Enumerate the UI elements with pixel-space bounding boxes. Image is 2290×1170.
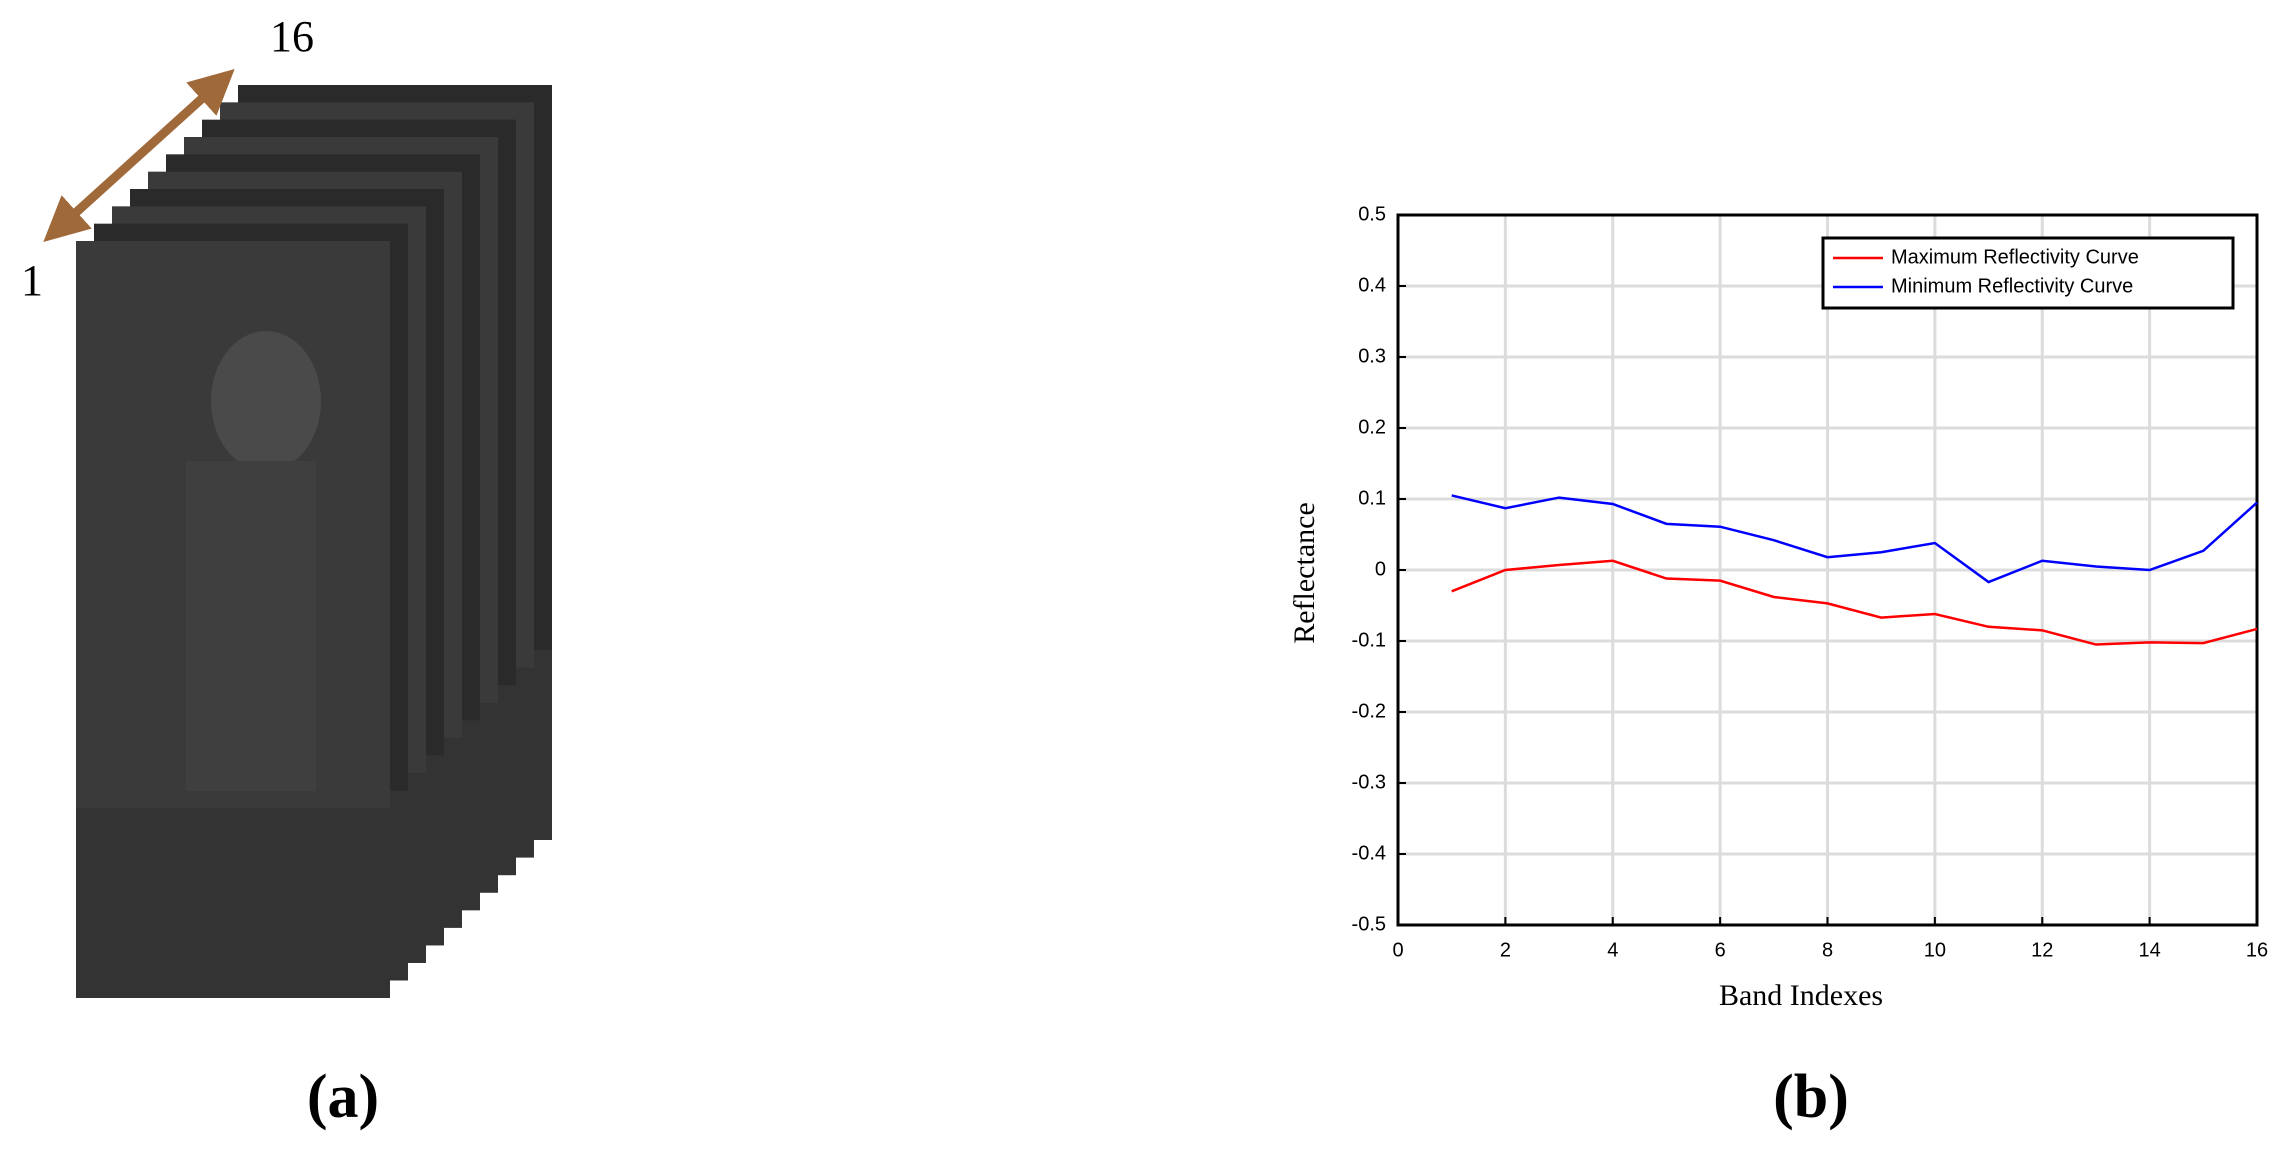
x-tick-label: 14 <box>2139 939 2161 961</box>
x-tick-label: 16 <box>2246 939 2268 961</box>
caption: (b) <box>1773 1063 1849 1131</box>
y-tick-label: 0.3 <box>1358 345 1386 367</box>
legend: Maximum Reflectivity Curve Minimum Reflec… <box>1821 236 2235 310</box>
end-band-label: 16 <box>270 12 314 61</box>
y-tick-label: 0 <box>1375 558 1386 580</box>
x-tick-label: 6 <box>1715 939 1726 961</box>
y-tick-label: 0.5 <box>1358 203 1386 225</box>
x-tick-label: 10 <box>1924 939 1946 961</box>
figure-body <box>186 461 316 791</box>
band-arrow <box>43 68 235 243</box>
y-axis-label: Reflectance <box>1288 502 1321 644</box>
y-tick-label: -0.2 <box>1352 700 1386 722</box>
legend-label: Minimum Reflectivity Curve <box>1891 275 2133 297</box>
x-tick-label: 8 <box>1822 939 1833 961</box>
y-tick-label: 0.4 <box>1358 274 1386 296</box>
ground <box>76 808 390 998</box>
image-stack <box>76 85 552 998</box>
y-tick-label: -0.5 <box>1352 913 1386 935</box>
plot-frame <box>1396 213 2259 927</box>
x-tick-label: 12 <box>2031 939 2053 961</box>
plot: 0 2 4 6 8 10 12 14 16 -0.5 -0.4 -0.3 -0.2 -0.1 0 0.1 0.2… <box>1352 203 2269 961</box>
data-line <box>1451 559 2258 646</box>
y-tick-label: -0.4 <box>1352 842 1386 864</box>
figure-shape <box>211 331 321 471</box>
y-tick-label: 0.2 <box>1358 416 1386 438</box>
image-layer <box>76 241 390 998</box>
x-tick-label: 2 <box>1500 939 1511 961</box>
start-band-label: 1 <box>21 256 43 305</box>
legend-box <box>1821 236 2235 310</box>
x-axis-label: Band Indexes <box>1719 979 1883 1012</box>
y-tick-label: -0.1 <box>1352 629 1386 651</box>
data-line <box>1451 494 2258 584</box>
caption: (a) <box>307 1063 379 1131</box>
y-tick-label: -0.3 <box>1352 771 1386 793</box>
x-tick-label: 4 <box>1607 939 1618 961</box>
x-tick-label: 0 <box>1392 939 1403 961</box>
y-tick-label: 0.1 <box>1358 487 1386 509</box>
legend-label: Maximum Reflectivity Curve <box>1891 246 2139 268</box>
